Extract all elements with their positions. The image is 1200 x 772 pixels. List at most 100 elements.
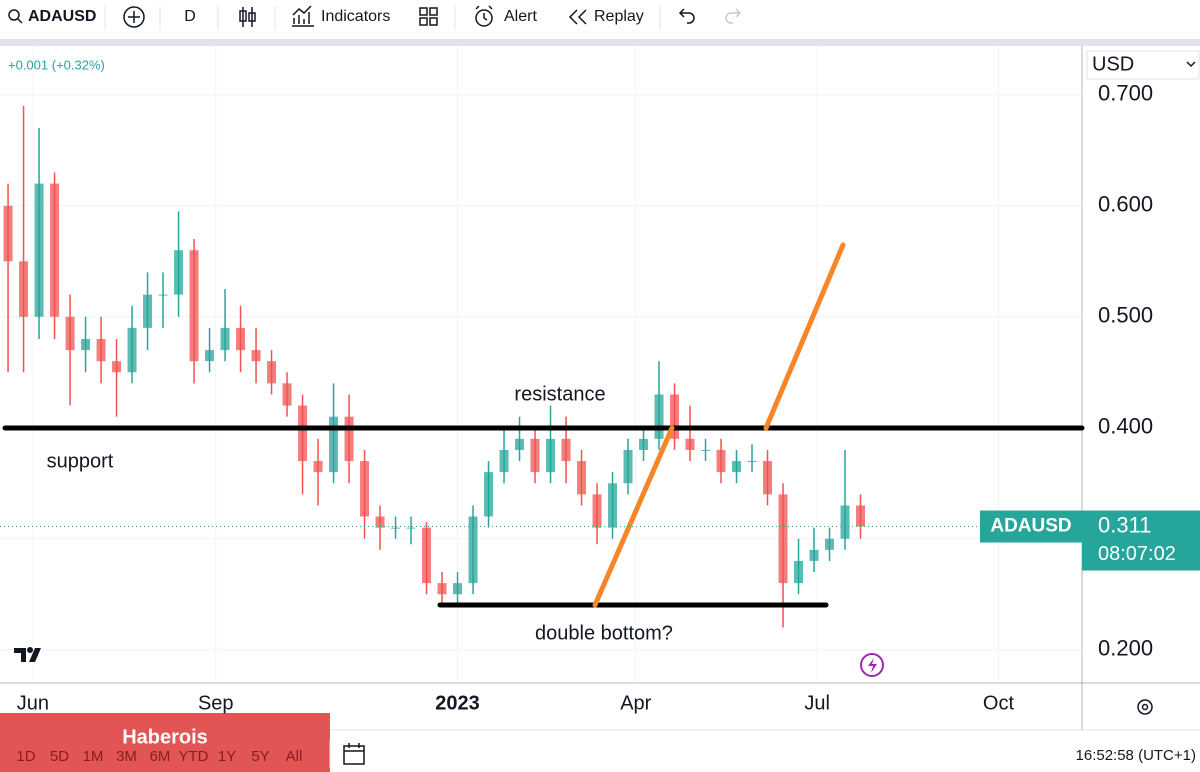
price-label: 0.311: [1098, 512, 1151, 537]
range-button[interactable]: 5Y: [251, 748, 269, 765]
candle-body: [856, 505, 866, 527]
y-tick-label: 0.500: [1098, 303, 1153, 328]
candle-body: [499, 449, 509, 473]
settings-icon[interactable]: [1137, 699, 1153, 715]
x-tick-label: Apr: [620, 692, 651, 714]
candle-body: [34, 183, 44, 317]
candle-body: [205, 350, 215, 362]
symbol[interactable]: ADAUSD: [28, 8, 96, 25]
search-icon-handle: [17, 18, 23, 24]
candle-body: [422, 527, 432, 584]
x-tick-label: Jun: [17, 692, 49, 714]
date-range-icon[interactable]: [343, 745, 365, 765]
search-icon[interactable]: [8, 9, 20, 21]
change: +0.001 (+0.32%): [8, 57, 105, 72]
candle-body: [375, 516, 385, 528]
logo: [14, 648, 41, 662]
watermark: Haberois: [122, 726, 208, 748]
candle-body: [3, 205, 13, 262]
watermark-box: [0, 713, 330, 772]
layout-icon: [419, 17, 428, 26]
alert-icon[interactable]: [475, 9, 493, 27]
x-tick-label: Sep: [198, 692, 234, 714]
candle-body: [81, 338, 91, 351]
drawings: resistance support double bottom?: [2, 242, 1085, 644]
price-label-box: [1082, 510, 1200, 571]
range-button[interactable]: YTD: [179, 748, 209, 765]
candle-body: [360, 461, 370, 517]
add-symbol[interactable]: [123, 6, 145, 28]
candle-body: [19, 261, 29, 317]
currency[interactable]: USD: [1092, 53, 1134, 75]
candle-body: [685, 438, 695, 450]
candle-body: [220, 327, 230, 351]
candle-body: [468, 516, 478, 584]
candle-body: [778, 494, 788, 584]
candle-body: [298, 405, 308, 462]
candle-body: [189, 250, 199, 362]
trend-line: [592, 425, 675, 608]
candle-body: [716, 449, 726, 473]
candle-body: [623, 449, 633, 484]
currency-select[interactable]: [1086, 50, 1200, 80]
candle-body: [127, 327, 137, 373]
candle-body: [732, 461, 742, 473]
range-button[interactable]: 1D: [16, 748, 35, 765]
candle-body: [809, 549, 819, 561]
replay-icon[interactable]: [568, 9, 587, 25]
redo[interactable]: [725, 8, 742, 24]
range-button[interactable]: 6M: [150, 748, 171, 765]
candle-body: [406, 527, 416, 529]
x-tick-label: Jul: [804, 692, 830, 714]
clock: 16:52:58 (UTC+1): [1076, 747, 1196, 764]
replay[interactable]: Replay: [594, 8, 644, 25]
candle-body: [50, 183, 60, 317]
indicators-icon[interactable]: [292, 5, 314, 27]
candle-body: [561, 438, 571, 462]
candle-body: [437, 583, 447, 595]
chart-type[interactable]: [239, 7, 256, 27]
undo[interactable]: [678, 8, 695, 24]
settings-icon-core: [1141, 703, 1149, 711]
candle-body: [313, 461, 323, 473]
candle-body: [236, 327, 246, 351]
add-symbol-plus: [128, 11, 140, 23]
candle-body: [282, 383, 292, 406]
alert[interactable]: Alert: [504, 8, 537, 25]
y-tick-label: 0.200: [1098, 636, 1153, 661]
indicators[interactable]: Indicators: [321, 8, 390, 25]
candle-body: [453, 583, 463, 595]
candle-body: [267, 361, 277, 384]
candle-body: [484, 472, 494, 517]
y-tick-label: 0.700: [1098, 81, 1153, 106]
range-button[interactable]: 1M: [83, 748, 104, 765]
range-button[interactable]: 1Y: [218, 748, 236, 765]
candle-body: [608, 483, 618, 528]
layout-icon[interactable]: [419, 7, 428, 16]
candle-body: [530, 438, 540, 473]
interval[interactable]: D: [184, 8, 196, 25]
symbol-label: ADAUSD: [990, 516, 1071, 537]
candle-body: [143, 294, 153, 328]
candle-body: [825, 538, 835, 550]
currency-arrow: [1186, 61, 1196, 68]
events-icon[interactable]: [860, 653, 884, 677]
toolbar-divider: [0, 39, 1200, 46]
candle-body: [763, 461, 773, 495]
candle-body: [174, 250, 184, 295]
grid: [0, 46, 1082, 683]
candle-body: [112, 361, 122, 373]
range-button[interactable]: 3M: [116, 748, 137, 765]
candle-body: [65, 316, 75, 351]
candle-body: [344, 416, 354, 462]
annotation: resistance: [514, 383, 605, 405]
candle-body: [670, 394, 680, 439]
y-tick-label: 0.400: [1098, 414, 1153, 439]
candle-body: [329, 416, 339, 473]
candle-body: [794, 560, 804, 584]
range-button[interactable]: All: [286, 748, 303, 765]
candles: [3, 105, 866, 628]
candle-body: [840, 505, 850, 539]
events-bolt: [868, 658, 877, 673]
range-button[interactable]: 5D: [50, 748, 69, 765]
